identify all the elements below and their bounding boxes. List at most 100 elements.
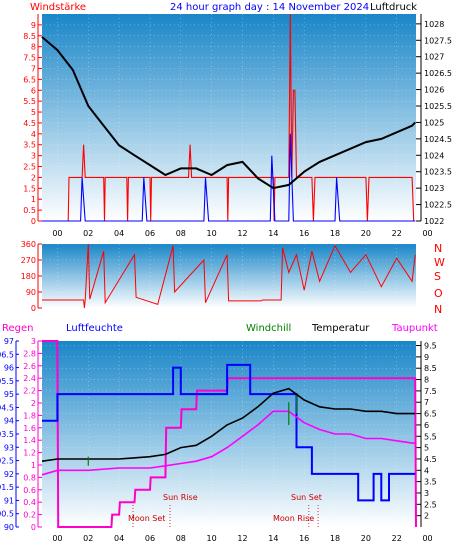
pressure-tick: 1026.5 (424, 69, 452, 78)
humidity-tick: 96.5 (0, 350, 14, 359)
pressure-tick: 1025.5 (424, 102, 452, 111)
rain-tick: 0.4 (23, 498, 36, 507)
humidity-tick: 92 (4, 470, 14, 479)
wind-tick: 0 (31, 217, 36, 226)
hour-tick: 14 (268, 229, 278, 238)
rain-tick: 2.2 (23, 387, 36, 396)
humidity-tick: 95.5 (0, 377, 14, 386)
humidity-tick: 90 (4, 523, 14, 532)
rain-tick: 2.4 (23, 374, 36, 383)
humidity-tick: 97 (4, 337, 14, 346)
rain-series (42, 340, 417, 528)
sun-rise-label: Sun Rise (163, 493, 198, 502)
wind-tick: 2.5 (23, 163, 36, 172)
pressure-tick: 1024 (424, 151, 444, 160)
pressure-tick: 1027.5 (424, 36, 452, 45)
rain-tick: 2.8 (23, 349, 36, 358)
rain-tick: 1.2 (23, 449, 36, 458)
rain-tick: 0 (31, 523, 36, 532)
hour-tick-bottom: 00 (52, 534, 62, 543)
humidity-tick: 91 (4, 496, 14, 505)
humidity-tick: 95 (4, 390, 14, 399)
direction-tick: 0 (31, 304, 36, 313)
rain-tick: 0.6 (23, 486, 36, 495)
hour-tick-bottom: 10 (207, 534, 217, 543)
hour-tick-bottom: 08 (176, 534, 186, 543)
panel-temp-humidity (42, 341, 416, 527)
hour-tick-bottom: 14 (268, 534, 278, 543)
temp-tick: 9.5 (424, 342, 437, 351)
taupunkt-label: Taupunkt (391, 323, 438, 334)
temperature-series (41, 387, 416, 462)
temp-tick: 6 (424, 421, 429, 430)
luftdruck-label: Luftdruck (370, 2, 417, 13)
windchill-label: Windchill (246, 323, 291, 334)
temperatur-label: Temperatur (311, 323, 370, 334)
humidity-tick: 91.5 (0, 483, 14, 492)
compass-n-bottom: N (434, 303, 442, 316)
direction-tick: 180 (21, 272, 36, 281)
wind-tick: 4.5 (23, 119, 36, 128)
hour-tick: 00 (422, 229, 432, 238)
hour-tick-bottom: 04 (114, 534, 124, 543)
luftfeuchte-label: Luftfeuchte (66, 323, 123, 334)
hour-tick: 18 (330, 229, 340, 238)
hour-tick: 20 (361, 229, 371, 238)
wind-tick: 6.5 (23, 75, 36, 84)
wind-tick: 2 (31, 173, 36, 182)
regen-label: Regen (2, 323, 34, 334)
hour-tick: 22 (392, 229, 402, 238)
temp-tick: 7 (424, 398, 429, 407)
wind-tick: 7.5 (23, 54, 36, 63)
pressure-tick: 1023.5 (424, 168, 452, 177)
pressure-tick: 1023 (424, 184, 444, 193)
temp-tick: 4.5 (424, 455, 437, 464)
hour-tick-bottom: 00 (422, 534, 432, 543)
humidity-tick: 90.5 (0, 510, 14, 519)
wind-tick: 3.5 (23, 141, 36, 150)
temp-tick: 8.5 (424, 364, 437, 373)
direction-tick: 360 (21, 240, 36, 249)
humidity-tick: 96 (4, 364, 14, 373)
compass-n-top: N (434, 242, 442, 255)
compass-w: W (434, 256, 445, 269)
hour-tick: 16 (299, 229, 309, 238)
humidity-tick: 93 (4, 443, 14, 452)
sun-set-label: Sun Set (291, 493, 322, 502)
hour-tick-bottom: 20 (361, 534, 371, 543)
hour-tick-bottom: 12 (237, 534, 247, 543)
wind-tick: 5.5 (23, 97, 36, 106)
hour-tick: 10 (207, 229, 217, 238)
temp-tick: 4 (424, 466, 429, 475)
chart-title: 24 hour graph day : 14 November 2024 (170, 2, 369, 13)
hour-tick-bottom: 02 (83, 534, 93, 543)
wind-tick: 4 (31, 130, 36, 139)
windstaerke-label: Windstärke (30, 2, 86, 13)
pressure-series (41, 36, 416, 190)
direction-series (42, 243, 416, 309)
temp-tick: 8 (424, 376, 429, 385)
hour-tick: 02 (83, 229, 93, 238)
dewpoint-series (41, 410, 416, 476)
rain-tick: 1.8 (23, 411, 36, 420)
hour-tick: 00 (52, 229, 62, 238)
wind-tick: 9 (31, 21, 36, 30)
moon-set-label: Moon Set (128, 514, 165, 523)
temp-tick: 2.5 (424, 500, 437, 509)
rain-tick: 1.4 (23, 436, 36, 445)
wind-tick: 0.5 (23, 206, 36, 215)
pressure-tick: 1024.5 (424, 135, 452, 144)
temp-tick: 2 (424, 512, 429, 521)
rain-tick: 1.6 (23, 424, 36, 433)
wind-tick: 8.5 (23, 32, 36, 41)
rain-tick: 3 (31, 337, 36, 346)
temp-tick: 3 (424, 489, 429, 498)
rain-tick: 1 (31, 461, 36, 470)
temp-tick: 9 (424, 353, 429, 362)
humidity-tick: 94.5 (0, 403, 14, 412)
temp-tick: 5 (424, 444, 429, 453)
pressure-tick: 1025 (424, 118, 444, 127)
direction-tick: 90 (26, 288, 36, 297)
pressure-tick: 1022.5 (424, 201, 452, 210)
